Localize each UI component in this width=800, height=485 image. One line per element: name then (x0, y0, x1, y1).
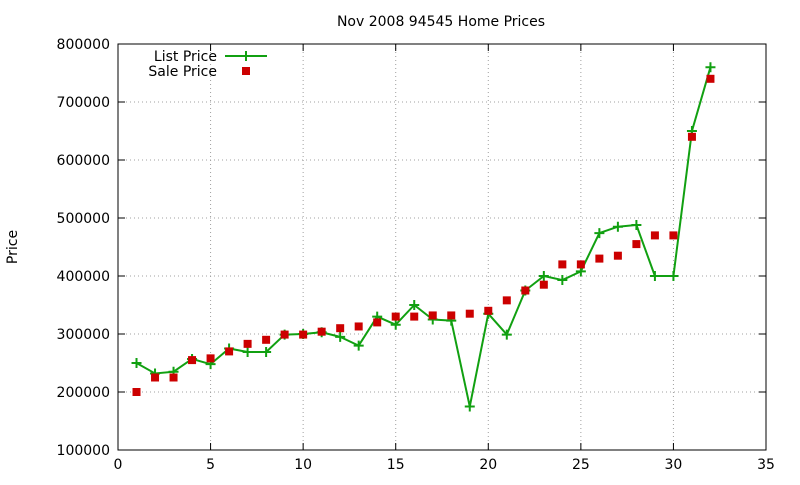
series-sale-price (132, 74, 715, 396)
data-point-list-price (594, 228, 605, 239)
data-point-list-price (261, 346, 272, 357)
data-point-sale-price (410, 312, 419, 321)
y-tick-label: 100000 (57, 443, 110, 459)
data-point-sale-price (354, 322, 363, 331)
data-point-sale-price (206, 354, 215, 363)
data-point-list-price (538, 271, 549, 281)
y-tick-label: 800000 (57, 37, 110, 53)
x-tick-label: 25 (572, 457, 590, 473)
data-point-sale-price (428, 311, 437, 320)
data-point-sale-price (539, 280, 548, 289)
data-point-list-price (409, 300, 420, 310)
y-tick-label: 500000 (57, 211, 110, 227)
data-point-sale-price (558, 260, 567, 269)
data-point-sale-price (521, 286, 530, 295)
series-layer (131, 62, 716, 412)
data-point-list-price (649, 271, 660, 281)
y-tick-label: 400000 (57, 269, 110, 285)
data-point-sale-price (465, 309, 474, 318)
legend-label-sale-price: Sale Price (148, 64, 217, 80)
data-point-list-price (353, 340, 364, 351)
data-point-sale-price (225, 347, 234, 356)
y-axis-label: Price (5, 230, 21, 264)
data-point-list-price (557, 275, 568, 286)
data-point-sale-price (447, 311, 456, 320)
grid-lines (118, 44, 766, 450)
y-tick-label: 700000 (57, 95, 110, 111)
data-point-list-price (612, 221, 623, 232)
data-point-sale-price (299, 330, 308, 339)
x-tick-label: 5 (206, 457, 215, 473)
data-point-sale-price (169, 373, 178, 382)
legend-swatch-sale-price-marker (242, 67, 250, 75)
data-point-sale-price (484, 306, 493, 315)
legend-label-list-price: List Price (154, 49, 217, 65)
data-point-sale-price (502, 296, 511, 305)
plot-area-border (117, 43, 767, 451)
data-point-sale-price (373, 318, 382, 327)
data-point-sale-price (632, 240, 641, 249)
data-point-sale-price (243, 339, 252, 348)
data-point-list-price (668, 271, 679, 281)
data-point-list-price (131, 358, 142, 368)
data-point-sale-price (151, 373, 160, 382)
data-point-sale-price (687, 132, 696, 141)
x-tick-label: 20 (479, 457, 497, 473)
data-point-list-price (242, 346, 253, 357)
x-tick-label: 10 (294, 457, 312, 473)
y-tick-label: 300000 (57, 327, 110, 343)
data-point-list-price (335, 331, 346, 342)
data-point-sale-price (650, 231, 659, 240)
data-point-sale-price (391, 312, 400, 321)
legend-swatch-list-price-marker (241, 51, 251, 61)
legend: List Price Sale Price (148, 49, 267, 80)
data-point-sale-price (576, 260, 585, 269)
data-point-sale-price (280, 330, 289, 339)
data-point-sale-price (669, 231, 678, 240)
data-point-list-price (464, 401, 475, 412)
axis-ticks: 0 5 10 15 20 25 30 35 100000 200000 300000 400000 50… (57, 37, 775, 473)
data-point-sale-price (336, 324, 345, 333)
series-line-list-price (136, 66, 712, 408)
data-point-list-price (705, 62, 716, 73)
data-point-sale-price (188, 356, 197, 365)
data-point-list-price (501, 329, 512, 340)
y-tick-label: 600000 (57, 153, 110, 169)
x-tick-label: 35 (757, 457, 775, 473)
data-point-sale-price (317, 327, 326, 336)
data-point-sale-price (706, 74, 715, 83)
x-tick-label: 15 (387, 457, 405, 473)
data-point-list-price (631, 219, 642, 230)
chart-title: Nov 2008 94545 Home Prices (337, 14, 545, 30)
y-tick-label: 200000 (57, 385, 110, 401)
data-point-list-price (390, 319, 401, 330)
series-list-price (131, 62, 716, 412)
data-point-sale-price (595, 254, 604, 263)
data-point-sale-price (613, 251, 622, 260)
x-tick-label: 0 (114, 457, 123, 473)
x-tick-label: 30 (665, 457, 683, 473)
data-point-sale-price (132, 388, 141, 396)
data-point-sale-price (262, 335, 271, 344)
